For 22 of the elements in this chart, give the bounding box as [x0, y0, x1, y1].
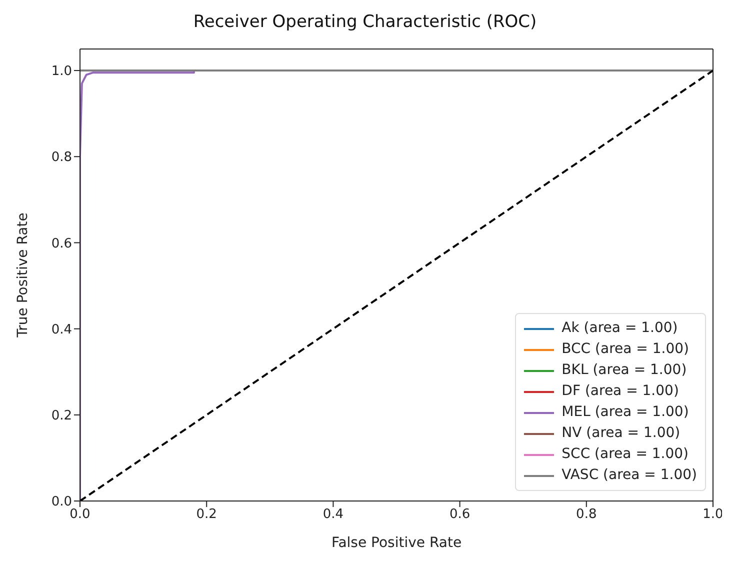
y-tick-label: 0.0: [51, 494, 72, 510]
x-axis-title: False Positive Rate: [331, 535, 462, 551]
x-tick-label: 0.4: [322, 507, 344, 522]
y-tick-label: 1.0: [51, 64, 72, 80]
legend-label: DF (area = 1.00): [562, 382, 679, 401]
legend-label: NV (area = 1.00): [562, 424, 680, 443]
y-tick-label: 0.8: [51, 150, 72, 166]
y-tick-label: 0.2: [51, 408, 72, 424]
chart-title: Receiver Operating Characteristic (ROC): [192, 11, 538, 34]
x-tick-label: 0.8: [576, 507, 597, 522]
x-tick-label: 0.6: [449, 507, 470, 522]
legend-label: BCC (area = 1.00): [562, 340, 689, 359]
legend-label: Ak (area = 1.00): [562, 319, 678, 338]
legend-label: SCC (area = 1.00): [562, 445, 689, 464]
legend-label: MEL (area = 1.00): [562, 403, 689, 422]
y-axis-title: True Positive Rate: [14, 212, 31, 338]
x-tick-label: 0.0: [70, 507, 90, 522]
y-tick-label: 0.6: [51, 236, 72, 252]
x-tick-label: 0.2: [196, 507, 217, 522]
legend-label: BKL (area = 1.00): [562, 361, 687, 380]
y-tick-label: 0.4: [51, 322, 72, 338]
legend-label: VASC (area = 1.00): [562, 466, 697, 485]
